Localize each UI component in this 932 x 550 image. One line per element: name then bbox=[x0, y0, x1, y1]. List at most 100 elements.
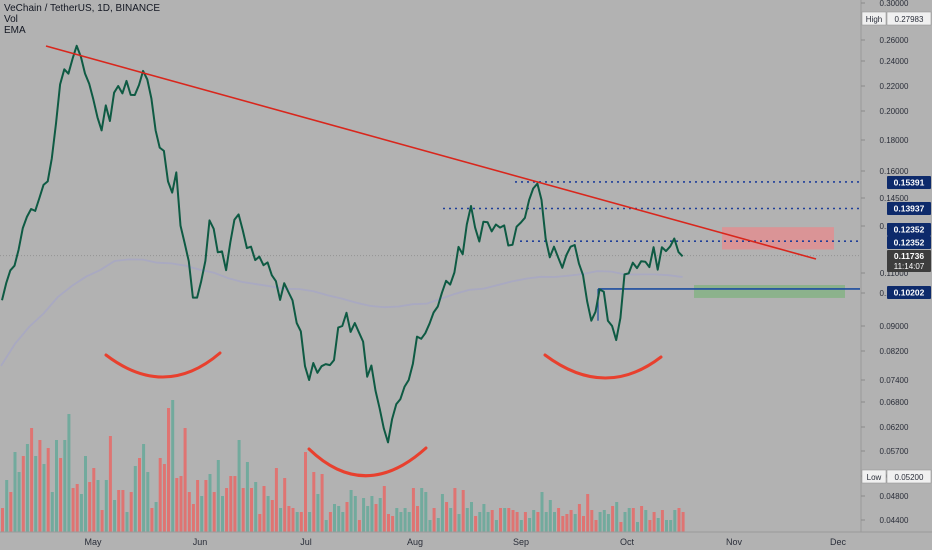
price-tick-12: 0.09000 bbox=[880, 322, 909, 331]
time-tick-may: May bbox=[84, 537, 102, 547]
indicator-ema-label[interactable]: EMA bbox=[4, 25, 26, 36]
volume-bar-136 bbox=[561, 516, 565, 532]
candle-countdown: 11:14:07 bbox=[894, 262, 925, 271]
volume-bar-48 bbox=[196, 480, 200, 532]
price-axis: 0.30000 0.26000 0.24000 0.22000 0.20000 0.180… bbox=[860, 0, 932, 532]
volume-bar-94 bbox=[387, 514, 390, 532]
volume-bar-113 bbox=[465, 508, 469, 532]
level-tag-0-13937-bg bbox=[887, 202, 931, 215]
volume-bar-137 bbox=[565, 514, 569, 532]
volume-bar-65 bbox=[266, 496, 270, 532]
level-tag-0-12352-b: 0.12352 bbox=[887, 236, 931, 249]
volume-bar-11 bbox=[42, 464, 46, 532]
price-tick-4: 0.22000 bbox=[880, 82, 909, 91]
level-tag-0-12352-b-bg bbox=[887, 236, 931, 249]
head-arc bbox=[307, 446, 428, 478]
volume-bar-117 bbox=[482, 504, 486, 532]
volume-bar-147 bbox=[606, 514, 610, 532]
volume-bar-102 bbox=[420, 488, 424, 532]
volume-bar-76 bbox=[312, 472, 316, 532]
indicator-vol-label[interactable]: Vol bbox=[4, 14, 18, 25]
volume-bar-22 bbox=[88, 482, 92, 532]
high-value-bg bbox=[886, 11, 932, 26]
current-price-tag-bg bbox=[887, 250, 931, 272]
price-tick-5: 0.20000 bbox=[880, 107, 909, 116]
volume-bar-34 bbox=[138, 458, 141, 532]
volume-bar-90 bbox=[370, 496, 374, 532]
volume-bar-62 bbox=[254, 482, 258, 532]
volume-bar-1 bbox=[1, 508, 4, 532]
volume-bar-144 bbox=[594, 520, 598, 532]
volume-bar-44 bbox=[179, 476, 183, 532]
volume-bar-92 bbox=[378, 498, 382, 532]
volume-bar-116 bbox=[478, 512, 482, 532]
high-label: High 0.27983 bbox=[861, 11, 932, 26]
level-tag-0-13937: 0.13937 bbox=[887, 202, 931, 215]
volume-bar-103 bbox=[424, 492, 428, 532]
volume-bar-10 bbox=[38, 440, 42, 532]
volume-bar-79 bbox=[324, 520, 328, 532]
volume-bar-148 bbox=[611, 506, 615, 532]
volume-bar-29 bbox=[117, 490, 121, 532]
volume-bar-15 bbox=[59, 458, 63, 532]
level-tag-0-15391: 0.15391 bbox=[887, 176, 931, 189]
volume-bar-135 bbox=[557, 508, 561, 532]
price-tick-6: 0.18000 bbox=[880, 136, 909, 145]
volume-bar-75 bbox=[308, 512, 312, 532]
volume-bar-18 bbox=[71, 488, 75, 532]
time-tick-aug: Aug bbox=[407, 537, 423, 547]
volume-bar-122 bbox=[503, 508, 507, 532]
volume-bar-152 bbox=[627, 508, 631, 532]
volume-bar-110 bbox=[453, 488, 457, 532]
volume-bar-138 bbox=[569, 510, 573, 532]
shoulder-right-arc bbox=[543, 353, 663, 380]
level-tag-0-10202-text: 0.10202 bbox=[894, 288, 925, 298]
volume-bar-54 bbox=[221, 496, 224, 532]
price-tick-13: 0.08200 bbox=[880, 347, 909, 356]
descending-trendline bbox=[45, 45, 817, 260]
volume-bar-45 bbox=[183, 428, 187, 532]
price-tick-20: 0.04400 bbox=[880, 516, 909, 525]
volume-bar-159 bbox=[656, 518, 660, 532]
volume-bar-155 bbox=[640, 506, 644, 532]
volume-bar-36 bbox=[146, 472, 150, 532]
volume-bar-3 bbox=[9, 492, 13, 532]
volume-bar-51 bbox=[208, 474, 212, 532]
volume-bar-33 bbox=[133, 466, 137, 532]
volume-bars bbox=[1, 400, 685, 532]
volume-bar-23 bbox=[92, 468, 96, 532]
volume-bar-84 bbox=[345, 502, 349, 532]
volume-bar-109 bbox=[449, 508, 453, 532]
volume-bar-50 bbox=[204, 480, 208, 532]
volume-bar-8 bbox=[30, 428, 34, 532]
volume-bar-134 bbox=[553, 512, 556, 532]
volume-bar-154 bbox=[636, 522, 639, 532]
volume-bar-74 bbox=[304, 452, 307, 532]
volume-bar-130 bbox=[536, 512, 540, 532]
volume-bar-143 bbox=[590, 510, 594, 532]
volume-bar-4 bbox=[13, 452, 17, 532]
volume-bar-95 bbox=[391, 516, 395, 532]
volume-bar-14 bbox=[55, 440, 58, 532]
volume-bar-46 bbox=[187, 492, 191, 532]
volume-bar-153 bbox=[631, 508, 635, 532]
level-tag-0-12352-a-bg bbox=[887, 223, 931, 236]
volume-bar-41 bbox=[167, 408, 170, 532]
volume-bar-42 bbox=[171, 400, 175, 532]
volume-bar-133 bbox=[548, 500, 552, 532]
volume-bar-87 bbox=[357, 520, 361, 532]
volume-bar-24 bbox=[96, 480, 100, 532]
volume-bar-141 bbox=[582, 516, 585, 532]
level-tag-0-10202: 0.10202 bbox=[887, 286, 931, 299]
volume-bar-27 bbox=[108, 436, 112, 532]
volume-bar-112 bbox=[461, 490, 465, 532]
low-label: Low 0.05200 bbox=[861, 469, 932, 484]
symbol-title[interactable]: VeChain / TetherUS, 1D, BINANCE bbox=[4, 3, 160, 14]
volume-bar-7 bbox=[25, 444, 29, 532]
volume-bar-19 bbox=[75, 484, 79, 532]
level-tag-0-12352-a-text: 0.12352 bbox=[894, 225, 925, 235]
volume-bar-111 bbox=[457, 514, 461, 532]
volume-bar-57 bbox=[233, 476, 237, 532]
volume-bar-47 bbox=[191, 504, 195, 532]
